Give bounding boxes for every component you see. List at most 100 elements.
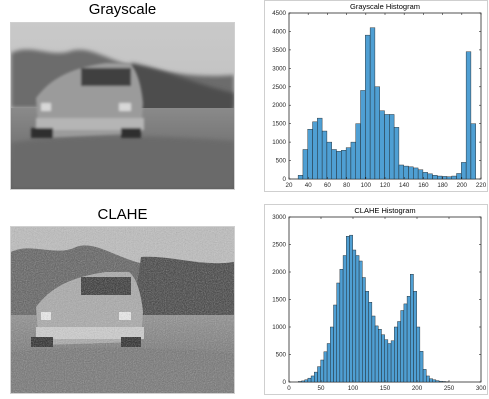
grayscale-title: Grayscale — [10, 1, 235, 18]
histogram-bar — [324, 352, 327, 382]
histogram-bar — [311, 376, 314, 382]
histogram-bar — [385, 340, 388, 382]
x-tick-label: 120 — [380, 182, 391, 189]
histogram-bar — [308, 129, 313, 179]
histogram-bar — [301, 381, 304, 382]
histogram-bar — [433, 175, 438, 179]
y-tick-label: 1000 — [272, 324, 286, 331]
x-tick-label: 140 — [399, 182, 410, 189]
histogram-bar — [375, 87, 380, 179]
histogram-bar — [305, 380, 308, 382]
histogram-bar — [429, 379, 432, 382]
x-tick-label: 180 — [437, 182, 448, 189]
histogram-bar — [327, 344, 330, 383]
histogram-bar — [439, 381, 442, 382]
histogram-bar — [369, 302, 372, 382]
histogram-bar — [370, 28, 375, 179]
y-tick-label: 2500 — [272, 84, 286, 91]
y-tick-label: 3000 — [272, 65, 286, 72]
y-tick-label: 1000 — [272, 139, 286, 146]
y-tick-label: 500 — [276, 158, 287, 165]
histogram-bar — [359, 261, 362, 382]
histogram-bar — [356, 124, 361, 179]
histogram-bar — [332, 149, 337, 179]
histogram-bar — [343, 256, 346, 383]
histogram-bar — [349, 235, 352, 382]
histogram-bar — [471, 124, 476, 179]
y-tick-label: 2000 — [272, 102, 286, 109]
histogram-bar — [375, 326, 378, 382]
histogram-bar — [466, 52, 471, 179]
clahe-image — [10, 226, 235, 394]
histogram-bar — [317, 118, 322, 179]
histogram-bar — [407, 296, 410, 382]
histogram-bar — [340, 269, 343, 382]
histogram-bar — [330, 327, 333, 382]
histogram-bar — [308, 378, 311, 382]
clahe-title: CLAHE — [10, 206, 235, 223]
histogram-bar — [397, 322, 400, 383]
histogram-bar — [389, 114, 394, 179]
histogram-bar — [413, 291, 416, 382]
histogram-bar — [322, 131, 327, 179]
histogram-bar — [399, 165, 404, 179]
histogram-bar — [365, 291, 368, 382]
y-tick-label: 0 — [283, 176, 287, 183]
histogram-bar — [381, 335, 384, 382]
histogram-bar — [437, 176, 442, 179]
x-tick-label: 200 — [412, 385, 423, 392]
histogram-bar — [365, 35, 370, 179]
histogram-bar — [303, 149, 308, 179]
histogram-bar — [298, 175, 303, 179]
histogram-bar — [388, 344, 391, 383]
histogram-bar — [353, 250, 356, 382]
x-tick-label: 40 — [305, 182, 312, 189]
histogram-bar — [298, 381, 301, 382]
y-tick-label: 500 — [276, 352, 287, 359]
x-tick-label: 100 — [361, 182, 372, 189]
histogram-bar — [417, 327, 420, 382]
x-tick-label: 250 — [444, 385, 455, 392]
histogram-bar — [442, 381, 445, 382]
x-tick-label: 200 — [457, 182, 468, 189]
histogram-bar — [337, 151, 342, 179]
histogram-bar — [413, 168, 418, 179]
y-tick-label: 4000 — [272, 28, 286, 35]
y-tick-label: 1500 — [272, 121, 286, 128]
histogram-bar — [346, 148, 351, 179]
histogram-bar — [401, 311, 404, 383]
x-tick-label: 150 — [380, 385, 391, 392]
histogram-bar — [423, 369, 426, 382]
histogram-bar — [409, 167, 414, 179]
histogram-bar — [351, 142, 356, 179]
histogram-bar — [385, 114, 390, 179]
grayscale-car-picture — [11, 23, 234, 189]
histogram-bar — [380, 111, 385, 179]
histogram-bar — [457, 173, 462, 179]
histogram-bar — [404, 304, 407, 382]
histogram-bar — [378, 329, 381, 382]
x-tick-label: 160 — [418, 182, 429, 189]
histogram-bar — [317, 367, 320, 382]
histogram-bar — [327, 142, 332, 179]
histogram-bar — [362, 278, 365, 383]
histogram-bar — [447, 177, 452, 179]
chart-title: CLAHE Histogram — [354, 206, 415, 215]
histogram-bar — [420, 351, 423, 382]
grayscale-image — [10, 22, 235, 190]
y-tick-label: 2500 — [272, 242, 286, 249]
histogram-bar — [372, 316, 375, 382]
histogram-bar — [394, 127, 399, 179]
histogram-bar — [418, 170, 423, 179]
y-tick-label: 3000 — [272, 214, 286, 221]
y-tick-label: 0 — [283, 379, 287, 386]
y-tick-label: 1500 — [272, 297, 286, 304]
x-tick-label: 50 — [318, 385, 325, 392]
histogram-bar — [356, 256, 359, 383]
histogram-bar — [426, 376, 429, 382]
x-tick-label: 20 — [286, 182, 293, 189]
histogram-bar — [394, 327, 397, 382]
